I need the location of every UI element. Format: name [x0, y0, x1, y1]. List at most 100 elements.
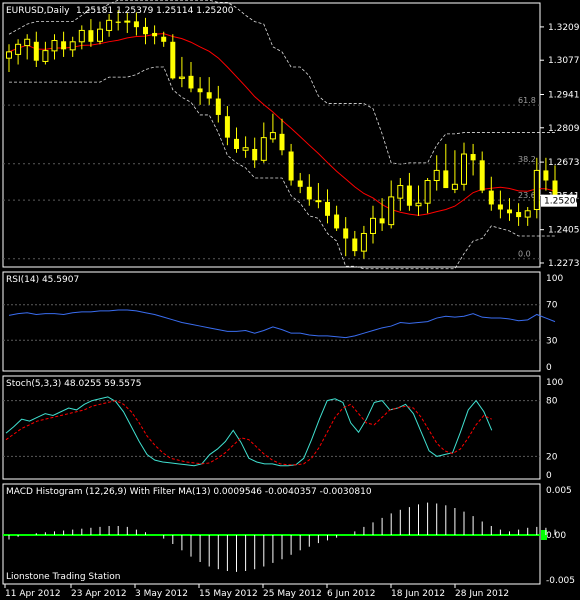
candle-body-bear: [115, 21, 121, 23]
stoch-title: Stoch(5,3,3) 48.0255 59.5575: [6, 379, 141, 389]
candles: [6, 10, 558, 259]
rsi-line-path: [8, 309, 556, 339]
symbol-label: EURUSD,Daily: [6, 6, 70, 16]
panel-frame-stoch: [2, 375, 541, 480]
candle-body-bear: [297, 180, 303, 187]
candle-body-bull: [260, 137, 267, 161]
level-label: 20: [546, 452, 558, 462]
level-label: 0.005: [546, 486, 572, 496]
candle-body-bull: [106, 19, 113, 31]
macd-panel[interactable]: MACD Histogram (12,26,9) With Filter MA(…: [3, 487, 556, 582]
price-tick-label: 1.26730: [548, 158, 580, 168]
rsi-axis: 100 70 30 0: [546, 274, 563, 373]
rsi-line: [8, 309, 556, 339]
candle-body-bull: [269, 132, 276, 140]
candle-body-bull: [97, 28, 103, 42]
candle-body-bear: [507, 209, 512, 214]
fibonacci-levels: 61.8 38.2 23.6 0.0: [3, 96, 540, 260]
candle-body-bull: [78, 29, 85, 43]
stoch-signal-line: [5, 400, 492, 466]
price-tick-label: 1.32090: [548, 23, 580, 33]
candle-body-bear: [224, 116, 230, 138]
candle-body-bull: [6, 51, 12, 59]
candle-body-bear: [88, 30, 94, 42]
candle-body-bull: [388, 196, 395, 226]
candle-body-bull: [397, 185, 404, 199]
candle-body-bear: [288, 151, 294, 181]
candle-body-bear: [497, 204, 503, 210]
date-label: 6 Jun 2012: [327, 589, 375, 599]
macd-histogram: [3, 502, 556, 572]
candle-body-bear: [352, 238, 358, 252]
watermark: Lionstone Trading Station: [6, 572, 120, 582]
candle-body-bear: [552, 180, 558, 201]
price-panel[interactable]: 61.8 38.2 23.6 0.0 EURUSD,Daily 1.25181 1.2…: [3, 0, 558, 270]
candle-body-bear: [143, 26, 148, 35]
ohlc-readout: 1.25181 1.25379 1.25114 1.25200: [76, 6, 234, 16]
candle-body-bull: [360, 232, 367, 252]
price-tick-label: 1.28090: [548, 124, 580, 134]
date-label: 11 Apr 2012: [5, 589, 61, 599]
candle-body-bear: [279, 133, 285, 151]
candle-body-bear: [133, 21, 139, 28]
macd-axis: 0.005 0.00 -0.005: [541, 486, 575, 586]
date-axis: 11 Apr 2012 23 Apr 2012 3 May 2012 15 May 2…: [4, 584, 509, 599]
date-label: 28 Jun 2012: [455, 589, 509, 599]
price-axis: 1.320901.307701.294101.280901.267301.254…: [540, 23, 580, 586]
candle-body-bear: [170, 41, 176, 79]
fib-level-label: 23.6: [518, 191, 536, 200]
price-tick-label: 1.22730: [548, 259, 580, 269]
fib-level-label: 0.0: [518, 250, 531, 259]
candle-body-bull: [424, 180, 431, 204]
level-label: 0: [546, 471, 552, 481]
candle-body-bull: [24, 38, 31, 47]
candle-body-bear: [470, 154, 476, 161]
candle-body-bear: [488, 190, 494, 205]
candle-body-bull: [178, 76, 185, 79]
lower-envelope: [9, 66, 555, 270]
level-label: 100: [546, 378, 563, 388]
level-label: 30: [546, 336, 558, 346]
candle-body-bear: [61, 41, 67, 50]
rsi-panel[interactable]: RSI(14) 45.5907: [6, 275, 556, 339]
date-label: 15 May 2012: [199, 589, 258, 599]
price-tick-label: 1.24050: [548, 226, 580, 236]
candle-body-bull: [242, 147, 249, 151]
upper-envelope: [8, 0, 555, 165]
stoch-panel[interactable]: Stoch(5,3,3) 48.0255 59.5575: [5, 379, 493, 467]
candle-body-bear: [197, 88, 203, 93]
candle-body-bear: [234, 138, 239, 149]
candle-body-bull: [42, 50, 49, 62]
candle-body-bear: [479, 160, 485, 191]
current-price-box: [541, 194, 577, 207]
level-label: 70: [546, 301, 558, 311]
candle-body-bear: [443, 170, 449, 189]
level-label: 100: [546, 274, 563, 284]
candle-body-bull: [69, 41, 76, 51]
price-tick-label: 1.29410: [548, 91, 580, 101]
candle-body-bear: [379, 218, 385, 224]
candle-body-bear: [252, 148, 258, 161]
date-label: 3 May 2012: [135, 589, 188, 599]
candle-body-bear: [543, 170, 549, 181]
date-label: 23 Apr 2012: [71, 589, 127, 599]
stoch-axis: 100 80 20 0: [546, 378, 563, 481]
envelope-bands: [8, 0, 555, 270]
fib-level-label: 38.2: [518, 155, 536, 164]
candle-body-bull: [370, 217, 376, 234]
candle-body-bull: [415, 202, 422, 207]
candle-body-bear: [215, 98, 221, 115]
candle-body-bull: [533, 169, 540, 211]
candle-body-bear: [152, 32, 158, 37]
level-label: -0.005: [546, 576, 575, 586]
candle-body-bull: [15, 43, 22, 55]
candle-body-bear: [188, 75, 194, 89]
candle-body-bear: [161, 36, 167, 42]
candle-body-bull: [124, 20, 131, 23]
stoch-lines: [5, 396, 493, 467]
date-label: 25 May 2012: [263, 589, 322, 599]
candle-body-bull: [315, 200, 322, 203]
candle-body-bear: [406, 185, 412, 206]
panel-frame-main: [2, 2, 541, 268]
